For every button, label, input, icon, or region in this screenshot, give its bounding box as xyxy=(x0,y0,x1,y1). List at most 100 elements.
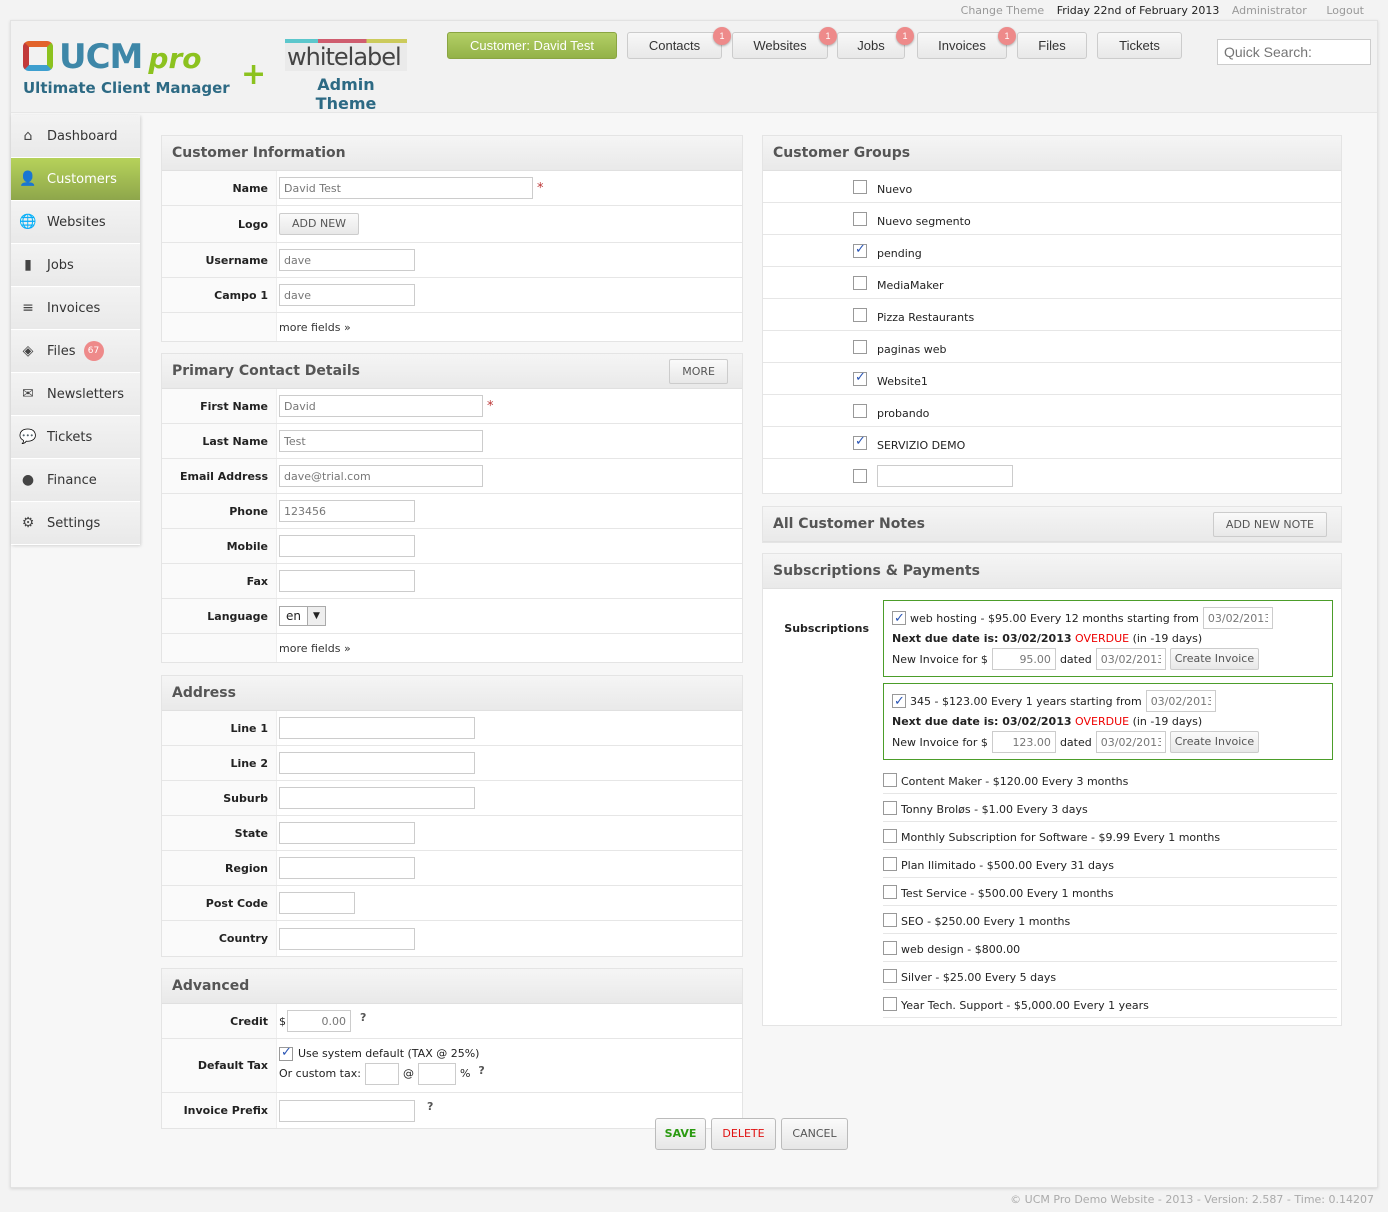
sidebar-item-label: Websites xyxy=(47,214,106,230)
subscription-checkbox[interactable] xyxy=(883,800,897,815)
invoice-date-input[interactable] xyxy=(1095,731,1166,753)
sidebar-item-customers[interactable]: 👤 Customers xyxy=(11,158,140,201)
create-invoice-button[interactable]: Create Invoice xyxy=(1169,731,1260,753)
subscription-checkbox[interactable] xyxy=(883,828,897,843)
address-field-label: State xyxy=(162,816,277,850)
state-input[interactable] xyxy=(279,822,415,844)
campo-1-input[interactable] xyxy=(279,284,415,306)
sidebar-item-files[interactable]: ◈ Files 67 xyxy=(11,330,140,373)
start-date-input[interactable] xyxy=(1202,607,1273,629)
save-button[interactable]: SAVE xyxy=(655,1118,706,1150)
credit-input[interactable] xyxy=(287,1010,351,1032)
sidebar-item-finance[interactable]: ● Finance xyxy=(11,459,140,502)
sidebar-item-tickets[interactable]: 💬 Tickets xyxy=(11,416,140,459)
nav-websites[interactable]: Websites 1 xyxy=(732,27,837,59)
nav-files[interactable]: Files xyxy=(1017,32,1087,59)
sidebar-item-dashboard[interactable]: ⌂ Dashboard xyxy=(11,115,140,158)
invoice-prefix-input[interactable] xyxy=(279,1099,415,1122)
ucm-logo[interactable]: UCM pro Ultimate Client Manager xyxy=(23,37,230,97)
group-checkbox[interactable] xyxy=(853,211,867,226)
home-icon: ⌂ xyxy=(23,128,33,144)
phone-input[interactable] xyxy=(279,500,415,522)
nav-jobs[interactable]: Jobs 1 xyxy=(837,27,914,59)
cancel-button[interactable]: CANCEL xyxy=(781,1118,848,1150)
group-checkbox[interactable] xyxy=(853,307,867,322)
post-code-input[interactable] xyxy=(279,892,355,914)
invoice-amount-input[interactable] xyxy=(991,648,1056,670)
use-default-tax-checkbox[interactable] xyxy=(279,1045,293,1061)
group-checkbox[interactable] xyxy=(853,275,867,290)
group-label: SERVIZIO DEMO xyxy=(877,439,966,452)
new-group-input[interactable] xyxy=(877,465,1013,487)
subscription-description: web hosting - $95.00 Every 12 months sta… xyxy=(910,611,1199,625)
nav-label: Tickets xyxy=(1119,38,1160,53)
group-checkbox[interactable] xyxy=(853,370,867,386)
name-input[interactable] xyxy=(279,177,533,199)
fax-input[interactable] xyxy=(279,570,415,592)
delete-button[interactable]: DELETE xyxy=(711,1118,776,1150)
line-1-input[interactable] xyxy=(279,717,475,739)
sidebar-item-newsletters[interactable]: ✉ Newsletters xyxy=(11,373,140,416)
region-input[interactable] xyxy=(279,857,415,879)
suburb-input[interactable] xyxy=(279,787,475,809)
group-label: pending xyxy=(877,247,922,260)
invoice-prefix-label: Invoice Prefix xyxy=(162,1093,277,1128)
invoice-date-input[interactable] xyxy=(1095,648,1166,670)
group-checkbox[interactable] xyxy=(853,242,867,258)
user-link[interactable]: Administrator xyxy=(1231,4,1307,17)
subscription-checkbox[interactable] xyxy=(883,772,897,787)
overdue-status: OVERDUE xyxy=(1075,715,1130,728)
sidebar-item-invoices[interactable]: ≡ Invoices xyxy=(11,287,140,330)
group-checkbox[interactable] xyxy=(853,179,867,194)
nav-customer-david-test[interactable]: Customer: David Test xyxy=(447,32,617,59)
change-theme-link[interactable]: Change Theme xyxy=(960,4,1045,17)
help-icon[interactable]: ? xyxy=(427,1100,434,1113)
subscription-checkbox[interactable] xyxy=(883,884,897,899)
quick-search-input[interactable] xyxy=(1217,39,1371,65)
group-checkbox[interactable] xyxy=(853,434,867,450)
new-group-checkbox[interactable] xyxy=(853,469,867,483)
more-fields-link[interactable]: more fields » xyxy=(279,641,351,655)
subscription-checkbox[interactable] xyxy=(892,692,906,711)
invoice-amount-input[interactable] xyxy=(991,731,1056,753)
add-new-note-button[interactable]: ADD NEW NOTE xyxy=(1212,512,1327,537)
logout-link[interactable]: Logout xyxy=(1326,4,1364,17)
email-input[interactable] xyxy=(279,465,483,487)
subscription-checkbox[interactable] xyxy=(883,912,897,927)
subscription-checkbox[interactable] xyxy=(883,996,897,1011)
username-input[interactable] xyxy=(279,249,415,271)
custom-tax-name-input[interactable] xyxy=(364,1062,399,1085)
help-icon[interactable]: ? xyxy=(478,1064,485,1077)
nav-invoices[interactable]: Invoices 1 xyxy=(917,27,1016,59)
subscription-option: web design - $800.00 xyxy=(883,934,1337,962)
last-name-input[interactable] xyxy=(279,430,483,452)
language-select[interactable]: en ▼ xyxy=(279,606,326,626)
start-date-input[interactable] xyxy=(1145,690,1216,712)
group-checkbox[interactable] xyxy=(853,403,867,418)
sidebar-item-settings[interactable]: ⚙ Settings xyxy=(11,502,140,545)
overdue-status: OVERDUE xyxy=(1075,632,1130,645)
create-invoice-button[interactable]: Create Invoice xyxy=(1169,648,1260,670)
nav-tickets[interactable]: Tickets xyxy=(1097,32,1182,59)
sidebar-item-jobs[interactable]: ▮ Jobs xyxy=(11,244,140,287)
group-checkbox[interactable] xyxy=(853,339,867,354)
subscription-checkbox[interactable] xyxy=(892,609,906,628)
more-fields-link[interactable]: more fields » xyxy=(279,320,351,334)
custom-tax-rate-input[interactable] xyxy=(417,1062,456,1085)
sidebar-item-websites[interactable]: 🌐 Websites xyxy=(11,201,140,244)
more-button[interactable]: MORE xyxy=(669,359,728,384)
first-name-input[interactable] xyxy=(279,395,483,417)
panel-title: Address xyxy=(162,676,742,711)
dated-label: dated xyxy=(1059,652,1092,666)
nav-label: Websites xyxy=(753,38,807,53)
nav-contacts[interactable]: Contacts 1 xyxy=(627,27,731,59)
line-2-input[interactable] xyxy=(279,752,475,774)
subscription-checkbox[interactable] xyxy=(883,940,897,955)
subscription-checkbox[interactable] xyxy=(883,856,897,871)
subscription-checkbox[interactable] xyxy=(883,968,897,983)
add-logo-button[interactable]: ADD NEW xyxy=(279,213,360,235)
help-icon[interactable]: ? xyxy=(360,1010,367,1024)
country-input[interactable] xyxy=(279,927,415,950)
mobile-input[interactable] xyxy=(279,535,415,557)
required-icon: * xyxy=(487,398,494,414)
